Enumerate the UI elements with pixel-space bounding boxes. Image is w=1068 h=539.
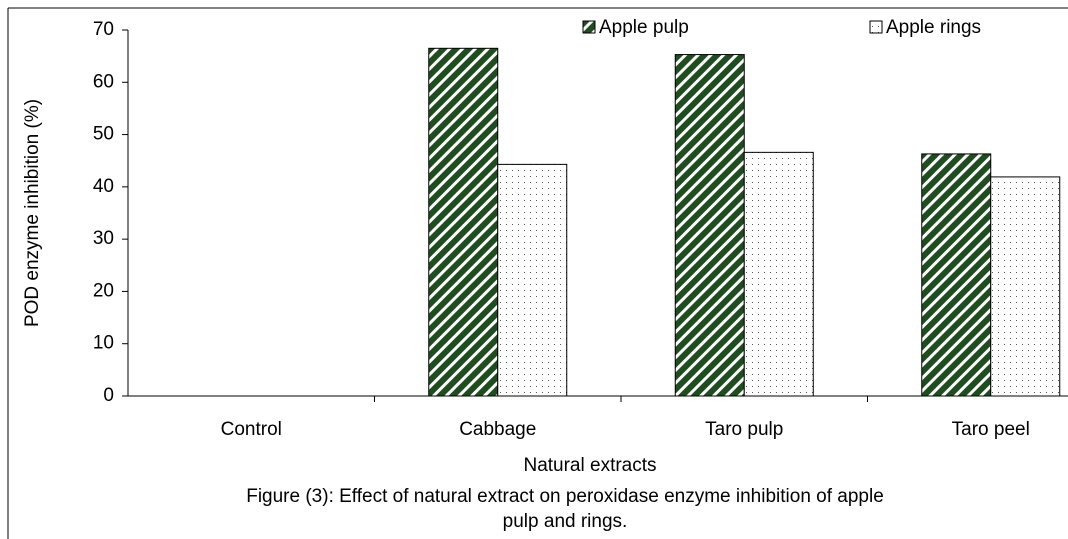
y-tick-label: 20: [93, 280, 114, 301]
x-tick-label: Taro pulp: [705, 419, 783, 440]
bar: [674, 54, 745, 397]
legend-label: Apple pulp: [599, 17, 689, 38]
legend-swatch: [582, 20, 596, 34]
bar: [990, 176, 1061, 397]
x-tick-label: Taro peel: [952, 419, 1030, 440]
legend-swatch: [869, 20, 883, 34]
y-tick-label: 0: [103, 385, 114, 406]
y-tick-label: 40: [93, 176, 114, 197]
y-tick-label: 10: [93, 333, 114, 354]
y-tick-label: 70: [93, 19, 114, 40]
y-tick-label: 50: [93, 124, 114, 145]
caption: Figure (3): Effect of natural extract on…: [246, 486, 884, 507]
x-tick-label: Control: [221, 419, 282, 440]
legend-label: Apple rings: [886, 17, 981, 38]
caption: pulp and rings.: [503, 511, 628, 532]
y-tick-label: 30: [93, 228, 114, 249]
bar: [921, 153, 992, 397]
y-axis-label: POD enzyme inhibition (%): [22, 99, 43, 327]
bar: [428, 47, 499, 397]
x-axis-label: Natural extracts: [523, 455, 656, 476]
y-tick-label: 60: [93, 71, 114, 92]
bar: [497, 163, 568, 397]
bar: [743, 151, 814, 397]
x-tick-label: Cabbage: [459, 419, 536, 440]
